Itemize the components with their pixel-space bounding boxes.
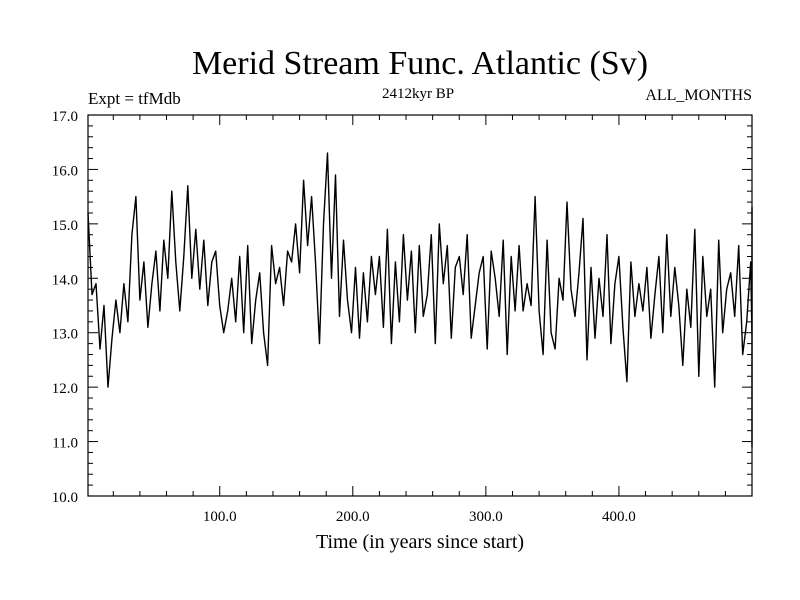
x-tick-label: 400.0 <box>602 509 636 525</box>
y-tick-label: 16.0 <box>52 163 78 179</box>
plot-frame <box>87 114 753 497</box>
x-axis-label: Time (in years since start) <box>316 531 524 553</box>
x-tick-label: 300.0 <box>469 509 503 525</box>
period-label: 2412kyr BP <box>382 86 454 102</box>
y-tick-label: 12.0 <box>52 381 78 397</box>
y-tick-label: 15.0 <box>52 218 78 234</box>
x-tick-labels: 100.0 200.0 300.0 400.0 <box>203 509 636 525</box>
experiment-label: Expt = tfMdb <box>88 89 181 108</box>
y-tick-label: 10.0 <box>52 490 78 506</box>
y-tick-label: 14.0 <box>52 272 78 288</box>
x-tick-label: 200.0 <box>336 509 370 525</box>
x-tick-label: 100.0 <box>203 509 237 525</box>
y-tick-labels: 10.0 11.0 12.0 13.0 14.0 15.0 16.0 17.0 <box>52 109 78 506</box>
y-tick-label: 17.0 <box>52 109 78 125</box>
y-tick-label: 13.0 <box>52 327 78 343</box>
axis-ticks <box>88 114 752 497</box>
chart-title: Merid Stream Func. Atlantic (Sv) <box>192 45 648 82</box>
y-tick-label: 11.0 <box>52 436 78 452</box>
months-label: ALL_MONTHS <box>645 87 752 104</box>
